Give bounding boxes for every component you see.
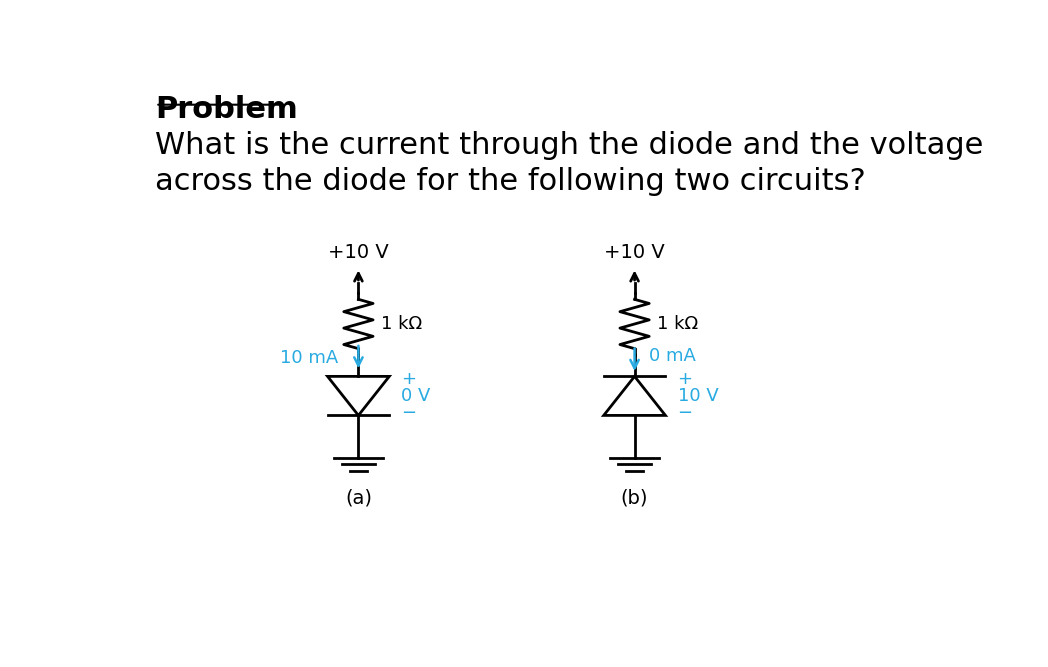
- Text: 1 kΩ: 1 kΩ: [381, 315, 422, 333]
- Text: (b): (b): [620, 488, 649, 508]
- Text: (a): (a): [345, 488, 372, 508]
- Text: 10 mA: 10 mA: [280, 350, 339, 368]
- Text: What is the current through the diode and the voltage
across the diode for the f: What is the current through the diode an…: [155, 131, 984, 196]
- Text: +: +: [401, 370, 416, 388]
- Text: 10 V: 10 V: [678, 387, 718, 405]
- Text: +: +: [678, 370, 693, 388]
- Text: −: −: [678, 404, 693, 422]
- Text: +10 V: +10 V: [605, 243, 664, 262]
- Text: Problem: Problem: [155, 95, 298, 125]
- Text: −: −: [401, 404, 417, 422]
- Text: 1 kΩ: 1 kΩ: [657, 315, 698, 333]
- Text: +10 V: +10 V: [328, 243, 389, 262]
- Text: 0 V: 0 V: [401, 387, 431, 405]
- Text: 0 mA: 0 mA: [649, 347, 696, 365]
